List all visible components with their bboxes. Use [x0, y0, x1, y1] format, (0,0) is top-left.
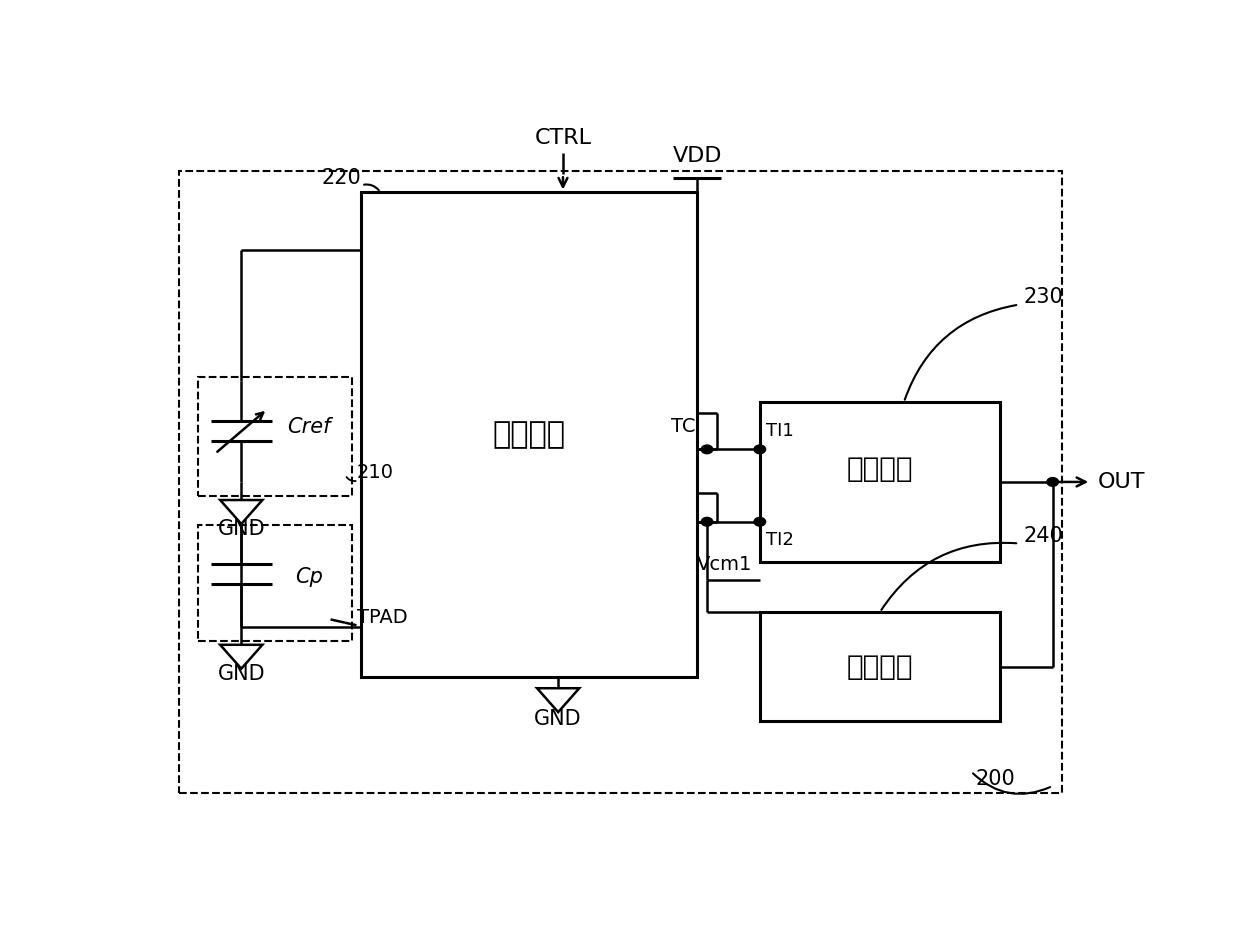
Circle shape — [755, 517, 766, 526]
Text: 控制电路: 控制电路 — [846, 652, 913, 681]
Text: GND: GND — [534, 710, 582, 729]
Text: Cref: Cref — [287, 417, 331, 437]
Circle shape — [701, 517, 712, 526]
Text: OUT: OUT — [1098, 472, 1145, 492]
Circle shape — [755, 445, 766, 454]
Text: GND: GND — [218, 664, 265, 683]
Text: TI2: TI2 — [766, 531, 793, 549]
Text: GND: GND — [218, 519, 265, 539]
Text: CTRL: CTRL — [534, 128, 591, 149]
Bar — [198, 377, 352, 496]
Text: 220: 220 — [322, 168, 362, 188]
Text: 210: 210 — [357, 462, 394, 482]
Bar — [178, 171, 1062, 793]
Circle shape — [701, 445, 712, 454]
Text: Vcm1: Vcm1 — [696, 555, 752, 573]
Bar — [760, 612, 1000, 721]
Text: 200: 200 — [976, 769, 1016, 789]
Text: VDD: VDD — [673, 147, 722, 166]
Text: TPAD: TPAD — [357, 607, 408, 627]
Text: 230: 230 — [1023, 288, 1063, 307]
Text: TC: TC — [672, 417, 695, 436]
Bar — [760, 402, 1000, 561]
Text: 积分电路: 积分电路 — [846, 455, 913, 483]
Circle shape — [1047, 478, 1058, 486]
Text: TI1: TI1 — [766, 422, 793, 440]
Bar — [362, 193, 698, 678]
Text: Cp: Cp — [295, 568, 322, 588]
Text: 开关模块: 开关模块 — [493, 420, 566, 449]
Text: 240: 240 — [1023, 526, 1063, 546]
Bar — [198, 525, 352, 641]
